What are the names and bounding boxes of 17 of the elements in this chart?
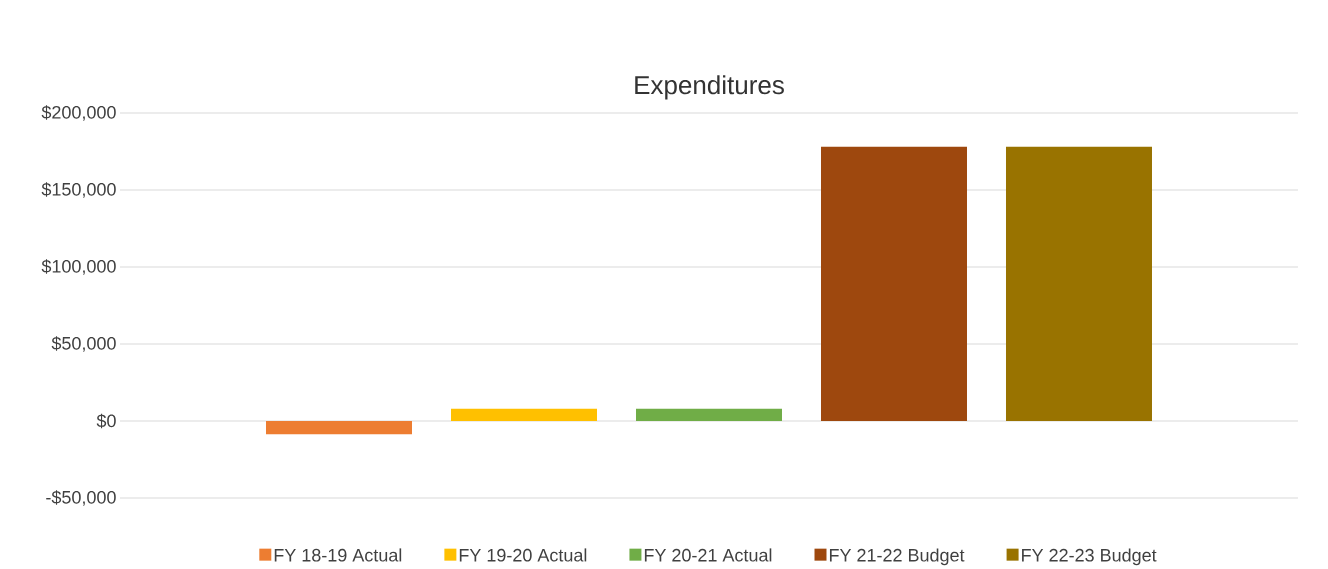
chart-title: Expenditures	[635, 75, 784, 100]
y-tick-label: $50,000	[51, 336, 116, 352]
y-tick-label: -$50,000	[46, 490, 116, 506]
bar	[451, 408, 597, 421]
bar	[820, 146, 967, 421]
legend-label: FY 20-21 Actual	[644, 548, 772, 562]
bar	[1005, 146, 1152, 421]
legend-label: FY 19-20 Actual	[459, 548, 587, 562]
bar	[636, 408, 782, 421]
legend-label: FY 18-19 Actual	[274, 548, 402, 562]
legend-label: FY 22-23 Budget	[1022, 548, 1157, 566]
y-tick-label: $200,000	[41, 105, 116, 121]
y-tick-label: $150,000	[41, 182, 116, 198]
y-tick-label: $0	[96, 413, 116, 429]
y-tick-label: $100,000	[41, 259, 116, 275]
legend-label: FY 21-22 Budget	[829, 548, 965, 566]
bar	[266, 420, 412, 435]
